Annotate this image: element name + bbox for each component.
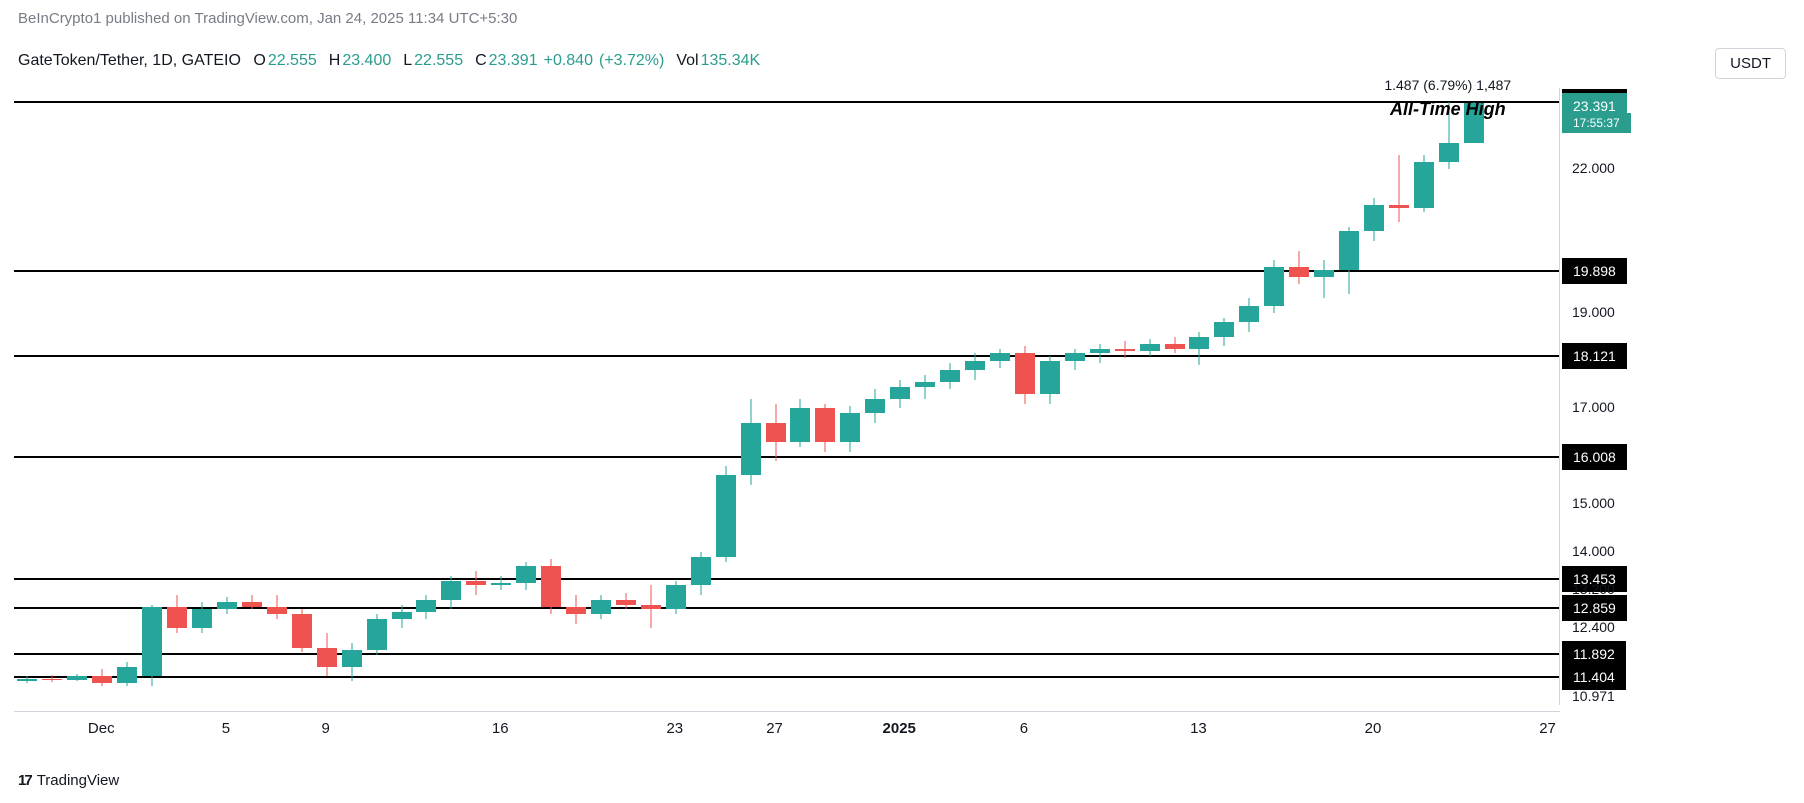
x-axis-tick: 27 bbox=[766, 720, 783, 737]
x-axis-tick: 9 bbox=[322, 720, 330, 737]
support-resistance-line bbox=[14, 578, 1559, 580]
ohlc-change-pct: (+3.72%) bbox=[599, 52, 664, 70]
support-resistance-line bbox=[14, 101, 1559, 103]
x-axis-tick: 6 bbox=[1020, 720, 1028, 737]
x-axis-tick: 23 bbox=[666, 720, 683, 737]
y-axis-tick: 14.000 bbox=[1572, 543, 1615, 559]
price-level-tag: 19.898 bbox=[1562, 258, 1627, 284]
ohlc-h-label: H bbox=[329, 52, 341, 70]
pair-label: GateToken/Tether, 1D, GATEIO bbox=[18, 52, 241, 70]
price-range-label: 1.487 (6.79%) 1,487 bbox=[1384, 77, 1511, 93]
support-resistance-line bbox=[14, 355, 1559, 357]
ath-label: All-Time High bbox=[1390, 99, 1506, 120]
ohlc-change: +0.840 bbox=[544, 52, 593, 70]
ohlc-o-label: O bbox=[249, 52, 266, 70]
ohlc-c-label: C bbox=[475, 52, 487, 70]
x-axis-tick: 20 bbox=[1365, 720, 1382, 737]
ohlc-l-label: L bbox=[403, 52, 412, 70]
tv-logo-icon: 17 bbox=[18, 772, 31, 789]
vol-label: Vol bbox=[676, 52, 698, 70]
y-axis-tick: 13.200 bbox=[1572, 581, 1615, 597]
support-resistance-line bbox=[14, 676, 1559, 678]
y-axis-tick: 19.000 bbox=[1572, 304, 1615, 320]
y-axis-tick: 12.400 bbox=[1572, 619, 1615, 635]
countdown-tag: 17:55:37 bbox=[1562, 113, 1631, 133]
price-level-tag: 16.008 bbox=[1562, 444, 1627, 470]
ohlc-l: 22.555 bbox=[414, 52, 463, 70]
support-resistance-line bbox=[14, 653, 1559, 655]
chart-container: BeInCrypto1 published on TradingView.com… bbox=[0, 0, 1804, 803]
y-axis-tick: 15.000 bbox=[1572, 495, 1615, 511]
footer-branding: 17 TradingView bbox=[18, 772, 119, 789]
tv-brand-text: TradingView bbox=[37, 772, 120, 789]
y-axis-tick: 17.000 bbox=[1572, 399, 1615, 415]
x-axis-tick: 16 bbox=[492, 720, 509, 737]
ohlc-o: 22.555 bbox=[268, 52, 317, 70]
publisher-line: BeInCrypto1 published on TradingView.com… bbox=[18, 10, 517, 27]
price-level-tag: 12.859 bbox=[1562, 595, 1627, 621]
y-axis-tick: 10.971 bbox=[1572, 688, 1615, 704]
x-axis-tick: Dec bbox=[88, 720, 115, 737]
price-level-tag: 11.404 bbox=[1562, 664, 1626, 690]
price-level-tag: 18.121 bbox=[1562, 343, 1627, 369]
x-axis-tick: 2025 bbox=[883, 720, 916, 737]
time-axis[interactable]: Dec 5 9 16 23 27 2025 6 13 20 27 bbox=[14, 711, 1560, 741]
vol-value: 135.34K bbox=[701, 52, 761, 70]
support-resistance-line bbox=[14, 456, 1559, 458]
chart-plot-area[interactable] bbox=[14, 88, 1560, 705]
x-axis-tick: 13 bbox=[1190, 720, 1207, 737]
ohlc-h: 23.400 bbox=[342, 52, 391, 70]
price-level-tag: 11.892 bbox=[1562, 641, 1626, 667]
chart-legend: GateToken/Tether, 1D, GATEIO O 22.555 H … bbox=[18, 52, 764, 70]
ohlc-c: 23.391 bbox=[489, 52, 538, 70]
y-axis-tick: 22.000 bbox=[1572, 160, 1615, 176]
x-axis-tick: 5 bbox=[222, 720, 230, 737]
x-axis-tick: 27 bbox=[1539, 720, 1556, 737]
unit-badge[interactable]: USDT bbox=[1715, 48, 1786, 79]
